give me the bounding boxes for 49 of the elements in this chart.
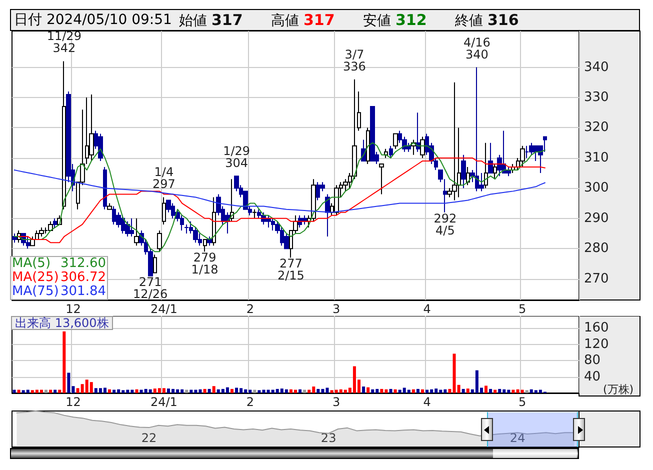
y-tick-label: 270 xyxy=(584,271,609,286)
y-tick-label: 310 xyxy=(584,150,609,166)
y-tick-label: 80 xyxy=(584,353,601,368)
x-tick-label: 23 xyxy=(320,431,336,445)
x-tick-label: 2 xyxy=(246,395,254,409)
annotation: 312.60 xyxy=(60,256,106,271)
text: 安値 312 xyxy=(363,10,427,31)
x-tick-label: 5 xyxy=(518,395,526,409)
annotation: 1/29 304 xyxy=(223,144,250,170)
y-tick-label: 120 xyxy=(584,336,609,352)
x-tick-label: 22 xyxy=(141,431,157,445)
annotation: 271 12/26 xyxy=(133,274,168,301)
x-tick-label: 5 xyxy=(518,302,526,316)
annotation: 4/16 340 xyxy=(463,35,490,62)
series-label: MA(5) xyxy=(12,256,51,271)
y-axis-title: (万株) xyxy=(603,382,634,397)
x-tick-label: 3 xyxy=(332,302,340,316)
text: MA(25) xyxy=(12,270,59,285)
x-tick-label: 4 xyxy=(423,395,431,409)
x-tick-label: 2 xyxy=(246,302,254,316)
x-tick-label: 4 xyxy=(423,302,431,316)
chart-title: 出来高 13,600株 xyxy=(11,316,113,330)
annotation: 292 4/5 xyxy=(434,211,457,238)
y-tick-label: 160 xyxy=(584,320,609,336)
annotation: 279 1/18 xyxy=(191,250,218,277)
x-tick-label: 12 xyxy=(66,395,81,409)
text: 始値 317 xyxy=(179,10,243,31)
y-tick-label: 340 xyxy=(584,60,609,75)
y-tick-label: 330 xyxy=(584,90,609,105)
x-tick-label: 24/1 xyxy=(150,302,178,316)
annotation: 277 2/15 xyxy=(277,256,304,283)
y-tick-label: 300 xyxy=(584,180,609,196)
chart-title: 日付 2024/05/10 09:51 xyxy=(14,11,172,30)
annotation: 301.84 xyxy=(60,284,106,299)
annotation: 11/29 342 xyxy=(46,29,82,56)
x-tick-label: 3 xyxy=(332,395,340,409)
x-tick-label: 12 xyxy=(66,302,81,316)
x-tick-label: 24 xyxy=(510,431,526,445)
x-tick-label: 24/1 xyxy=(150,395,178,409)
annotation: 3/7 336 xyxy=(343,47,366,74)
y-tick-label: 40 xyxy=(584,369,601,384)
y-tick-label: 320 xyxy=(584,120,609,136)
text: 終値 316 xyxy=(455,10,519,31)
y-tick-label: 280 xyxy=(584,241,609,256)
text: MA(75) xyxy=(12,284,59,299)
text: 高値 317 xyxy=(271,10,335,31)
annotation: 1/4 297 xyxy=(152,165,176,192)
annotation: 306.72 xyxy=(60,270,106,285)
y-tick-label: 290 xyxy=(584,210,609,226)
